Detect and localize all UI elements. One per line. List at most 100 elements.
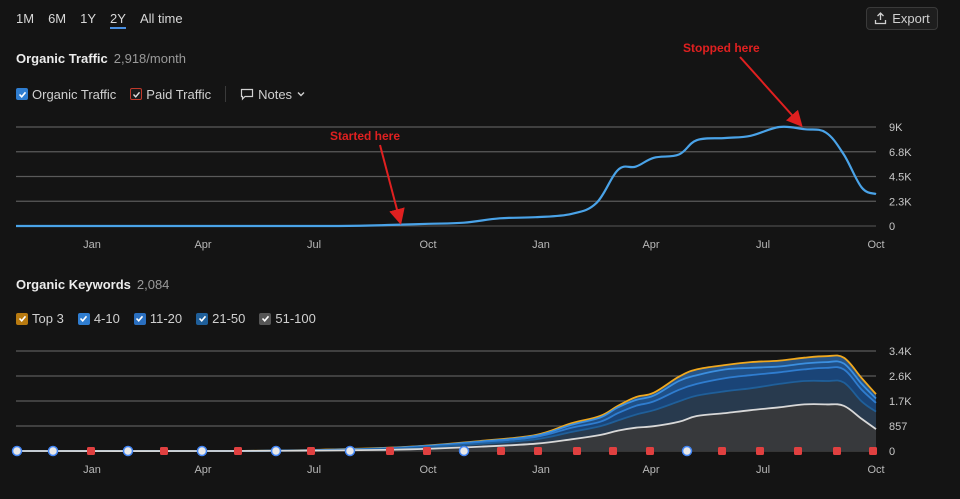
legend-11-20-label: 11-20 [149, 311, 183, 326]
export-label: Export [892, 11, 930, 26]
google-update-marker[interactable] [270, 445, 282, 457]
event-marker[interactable] [756, 447, 764, 455]
keywords-x-tick-label: Oct [419, 464, 436, 476]
keywords-y-tick-label: 0 [889, 446, 895, 458]
checkbox-11-20[interactable] [133, 312, 146, 325]
google-update-marker[interactable] [47, 445, 59, 457]
keywords-y-tick-label: 857 [889, 421, 907, 433]
google-update-marker[interactable] [11, 445, 23, 457]
keywords-y-tick-label: 2.6K [889, 371, 912, 383]
annotation-arrow-stop [739, 56, 803, 127]
event-marker[interactable] [234, 447, 242, 455]
checkbox-organic[interactable] [16, 88, 28, 100]
date-range-tabs: 1M 6M 1Y 2Y All time [16, 11, 183, 29]
traffic-y-tick-label: 0 [889, 221, 895, 233]
event-marker[interactable] [869, 447, 877, 455]
range-tab-1m[interactable]: 1M [16, 11, 35, 26]
keywords-section-title: Organic Keywords 2,084 [16, 277, 169, 292]
event-marker[interactable] [386, 447, 394, 455]
range-tab-all-time[interactable]: All time [139, 11, 183, 26]
legend-organic-traffic[interactable]: Organic Traffic [16, 87, 116, 102]
range-tab-2y[interactable]: 2Y [110, 11, 126, 29]
traffic-title: Organic Traffic [16, 51, 108, 66]
legend-organic-label: Organic Traffic [32, 86, 117, 102]
check-icon [132, 91, 140, 98]
keywords-x-tick-label: Apr [194, 464, 211, 476]
event-marker[interactable] [718, 447, 726, 455]
traffic-chart: 0 2.3K 4.5K 6.8K 9K Jan Apr Jul Oct Jan Apr Jul Oct [16, 56, 912, 251]
event-marker[interactable] [497, 447, 505, 455]
traffic-y-tick-label: 4.5K [889, 172, 912, 184]
keywords-x-tick-label: Oct [867, 464, 884, 476]
keywords-legend: Top 3 4-10 11-20 21-50 51-100 [16, 311, 316, 326]
check-icon [261, 315, 270, 322]
event-marker[interactable] [646, 447, 654, 455]
traffic-x-tick-label: Oct [419, 239, 436, 251]
event-marker[interactable] [307, 447, 315, 455]
check-icon [136, 315, 144, 322]
legend-51-100-label: 51-100 [275, 311, 316, 326]
checkbox-paid[interactable] [130, 88, 143, 100]
range-tab-6m[interactable]: 6M [48, 11, 67, 26]
traffic-series-line [16, 125, 877, 228]
annotation-stopped: Stopped here [683, 41, 760, 55]
checkbox-51-100[interactable] [259, 312, 272, 325]
event-marker[interactable] [423, 447, 431, 455]
keywords-y-tick-label: 1.7K [889, 396, 912, 408]
event-marker[interactable] [160, 447, 168, 455]
google-update-marker[interactable] [681, 445, 693, 457]
legend-top3[interactable]: Top 3 [16, 311, 64, 326]
check-icon [18, 315, 26, 322]
google-update-marker[interactable] [344, 445, 356, 457]
keywords-y-tick-label: 3.4K [889, 346, 912, 358]
legend-21-50-label: 21-50 [212, 311, 246, 326]
comment-icon [240, 88, 254, 100]
event-marker[interactable] [534, 447, 542, 455]
traffic-x-tick-label: Jan [83, 239, 101, 251]
traffic-x-tick-label: Apr [194, 239, 211, 251]
traffic-y-tick-label: 6.8K [889, 147, 912, 159]
annotation-started: Started here [330, 129, 401, 143]
google-update-marker[interactable] [122, 445, 134, 457]
traffic-y-tick-label: 9K [889, 122, 903, 134]
check-icon [198, 315, 206, 322]
checkbox-top3[interactable] [16, 312, 28, 325]
keywords-x-tick-label: Jan [532, 464, 550, 476]
traffic-section-title: Organic Traffic 2,918/month [16, 51, 186, 66]
traffic-x-tick-label: Jul [756, 239, 770, 251]
legend-paid-traffic[interactable]: Paid Traffic [130, 87, 211, 102]
legend-4-10-label: 4-10 [93, 311, 120, 326]
traffic-legend: Organic Traffic Paid Traffic Notes [16, 86, 306, 102]
traffic-x-tick-label: Jan [532, 239, 550, 251]
range-tab-1y[interactable]: 1Y [80, 11, 97, 26]
event-marker[interactable] [794, 447, 802, 455]
legend-21-50[interactable]: 21-50 [196, 311, 245, 326]
checkbox-21-50[interactable] [196, 312, 209, 325]
legend-51-100[interactable]: 51-100 [259, 311, 316, 326]
check-icon [18, 91, 26, 98]
keywords-value: 2,084 [136, 277, 170, 292]
notes-dropdown[interactable]: Notes [240, 87, 306, 102]
keywords-x-tick-label: Jul [756, 464, 770, 476]
event-marker[interactable] [87, 447, 95, 455]
export-button[interactable]: Export [866, 7, 938, 30]
event-marker[interactable] [609, 447, 617, 455]
keywords-area-51-100 [16, 404, 876, 452]
google-update-marker[interactable] [196, 445, 208, 457]
event-marker[interactable] [833, 447, 841, 455]
traffic-x-tick-label: Apr [642, 239, 659, 251]
checkbox-4-10[interactable] [77, 312, 90, 325]
event-marker[interactable] [573, 447, 581, 455]
legend-4-10[interactable]: 4-10 [77, 311, 120, 326]
google-update-marker[interactable] [458, 445, 470, 457]
legend-11-20[interactable]: 11-20 [133, 311, 183, 326]
traffic-x-tick-label: Oct [867, 239, 884, 251]
keywords-line-51-100 [15, 403, 877, 452]
keywords-x-tick-label: Jan [83, 464, 101, 476]
keywords-x-tick-label: Apr [642, 464, 659, 476]
check-icon [80, 315, 88, 322]
keywords-x-tick-label: Jul [307, 464, 321, 476]
legend-paid-label: Paid Traffic [146, 86, 212, 102]
annotation-arrow-start [379, 144, 405, 225]
